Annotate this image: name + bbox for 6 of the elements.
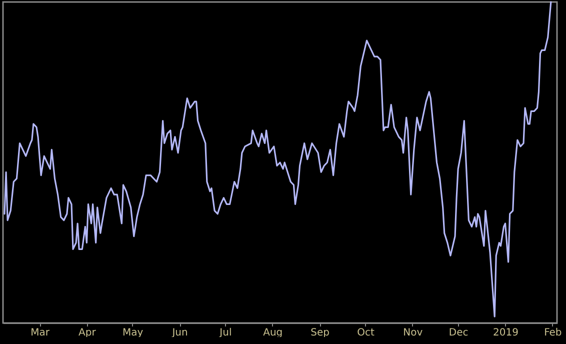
x-tick-label: Dec (448, 328, 468, 338)
x-tick-label: Oct (357, 328, 374, 338)
x-tick-label: Nov (403, 328, 423, 338)
x-tick-label: Feb (544, 328, 562, 338)
x-tick-label: Mar (30, 328, 50, 338)
x-tick-label: 2019 (493, 328, 518, 338)
